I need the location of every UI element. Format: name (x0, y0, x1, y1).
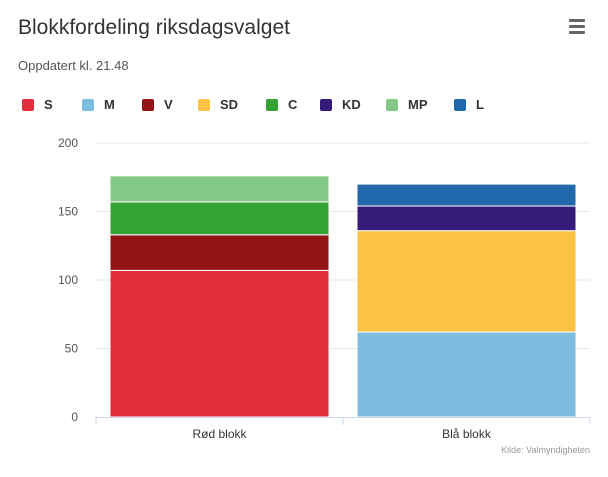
legend-label: KD (342, 97, 361, 112)
legend-label: MP (408, 97, 428, 112)
legend-label: L (476, 97, 484, 112)
legend-label: S (44, 97, 53, 112)
source-credit[interactable]: Kilde: Valmyndigheten (501, 445, 590, 455)
legend-label: M (104, 97, 115, 112)
bar-segment-mp[interactable] (109, 175, 330, 203)
legend-swatch (198, 99, 210, 111)
hamburger-menu-icon[interactable] (566, 16, 588, 36)
y-tick-label: 100 (58, 273, 78, 287)
legend-label: SD (220, 97, 239, 112)
x-tick-label: Rød blokk (192, 427, 247, 441)
y-tick-label: 200 (58, 136, 78, 150)
bar-segment-kd[interactable] (356, 205, 577, 232)
legend-swatch (320, 99, 332, 111)
bar-segment-v[interactable] (109, 234, 330, 271)
legend-swatch (266, 99, 278, 111)
y-tick-label: 0 (71, 410, 78, 424)
legend-label: V (164, 97, 173, 112)
bar-segment-c[interactable] (109, 201, 330, 236)
chart-title: Blokkfordeling riksdagsvalget (18, 16, 290, 39)
menu-bar (569, 19, 585, 22)
bar-segment-s[interactable] (109, 269, 330, 418)
y-tick-label: 150 (58, 205, 78, 219)
bar-segment-l[interactable] (356, 183, 577, 207)
legend-swatch (22, 99, 34, 111)
legend-swatch (82, 99, 94, 111)
legend-swatch (142, 99, 154, 111)
chart-subtitle: Oppdatert kl. 21.48 (18, 58, 129, 73)
x-tick-label: Blå blokk (442, 427, 492, 441)
bar-segment-m[interactable] (356, 331, 577, 418)
legend-swatch (454, 99, 466, 111)
menu-bar (569, 31, 585, 34)
menu-bar (569, 25, 585, 28)
legend-swatch (386, 99, 398, 111)
legend-label: C (288, 97, 298, 112)
bar-segment-sd[interactable] (356, 230, 577, 333)
y-tick-label: 50 (65, 342, 79, 356)
